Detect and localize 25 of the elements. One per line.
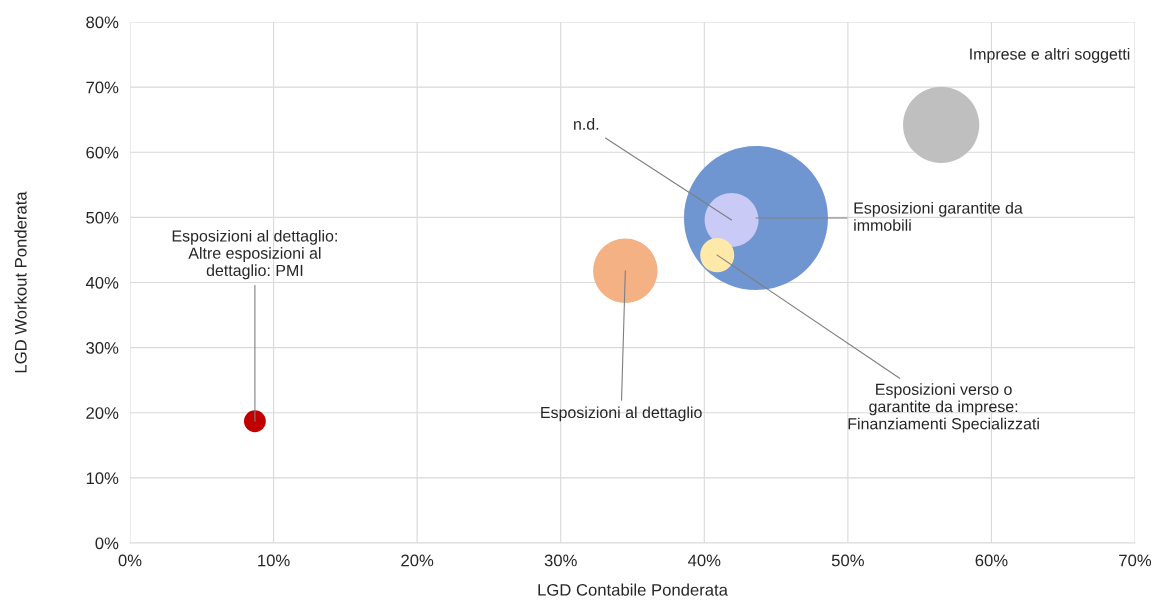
x-tick-label: 20% bbox=[401, 554, 434, 567]
y-tick-label: 10% bbox=[86, 472, 119, 485]
x-tick-label: 10% bbox=[258, 554, 290, 567]
text: Esposizioni al dettaglio bbox=[541, 406, 702, 422]
x-tick-label: 40% bbox=[687, 554, 721, 567]
y-tick-label: 70% bbox=[86, 81, 119, 94]
x-axis-title: LGD Contabile Ponderata bbox=[538, 583, 728, 596]
y-axis-title: LGD Workout Ponderata bbox=[14, 191, 27, 373]
y-tick-label: 20% bbox=[86, 407, 119, 419]
x-tick-label: 60% bbox=[975, 554, 1008, 567]
series-label: Imprese e altri soggetti bbox=[970, 48, 1130, 63]
y-tick-label: 40% bbox=[85, 276, 119, 289]
x-tick-label: 50% bbox=[831, 554, 864, 567]
y-tick-label: 50% bbox=[86, 211, 119, 224]
series-label: Esposizioni garantite da immobili bbox=[854, 201, 1023, 231]
x-tick-label: 0% bbox=[118, 554, 142, 567]
text: Esposizioni al dettaglio: Altre esposizioni al dettaglio: PMI bbox=[172, 229, 337, 280]
y-tick-label: 80% bbox=[86, 16, 119, 29]
x-tick-label: 30% bbox=[544, 554, 577, 567]
y-tick-label: 0% bbox=[95, 537, 119, 550]
x-tick-label: 70% bbox=[1119, 554, 1152, 567]
y-tick-label: 60% bbox=[86, 146, 119, 159]
text: Esposizioni verso o garantite da imprese: Finanziamenti Specializzati bbox=[848, 383, 1039, 433]
text: n.d. bbox=[574, 118, 599, 130]
y-tick-label: 30% bbox=[86, 342, 119, 354]
